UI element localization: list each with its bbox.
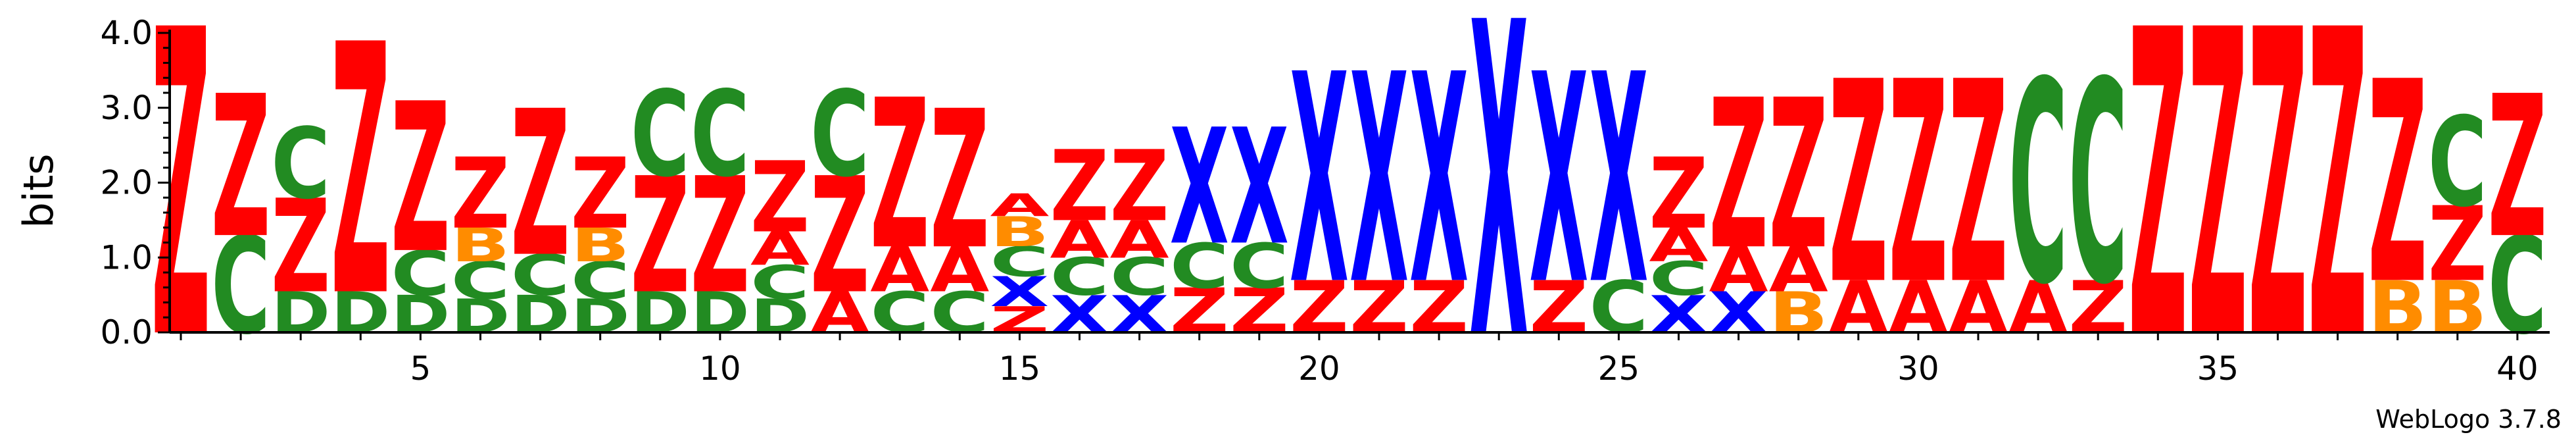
glyph-pos39-Z-1: Z (2428, 185, 2487, 305)
glyph-pos3-Z-1: Z (271, 172, 330, 322)
glyph-pos25-X-1: X (1589, 14, 1648, 348)
weblogo-credit: WebLogo 3.7.8 (2375, 405, 2562, 434)
y-axis-title: bits (14, 153, 62, 228)
y-tick-label: 4.0 (100, 14, 153, 52)
glyph-pos7-C-1: C (511, 243, 570, 309)
glyph-pos15-A-4: A (990, 188, 1050, 223)
glyph-pos20-X-1: X (1290, 14, 1349, 348)
glyph-pos8-B-2: B (571, 219, 630, 272)
glyph-pos27-A-1: A (1709, 234, 1768, 306)
glyph-pos32-C-1: C (2008, 24, 2068, 346)
glyph-pos38-Z-1: Z (2368, 24, 2427, 346)
glyph-pos15-B-3: B (990, 209, 1049, 257)
glyph-pos30-Z-1: Z (1889, 24, 1948, 346)
glyph-pos4-Z-1: Z (331, 0, 390, 373)
glyph-pos15-X-1: X (990, 269, 1049, 317)
glyph-pos6-Z-3: Z (451, 138, 510, 251)
glyph-pos3-C-2: C (271, 108, 330, 221)
glyph-pos16-A-2: A (1050, 211, 1109, 271)
y-tick-label: 2.0 (100, 164, 153, 202)
glyph-pos16-C-1: C (1050, 248, 1109, 307)
glyph-pos13-Z-2: Z (870, 57, 929, 296)
glyph-pos17-C-1: C (1110, 248, 1169, 307)
glyph-pos14-Z-2: Z (930, 71, 989, 292)
y-tick-label: 1.0 (100, 238, 153, 276)
glyph-pos15-C-2: C (990, 238, 1049, 286)
glyph-pos6-C-1: C (451, 251, 510, 311)
x-tick-label: 30 (1897, 349, 1939, 388)
x-tick-label: 10 (699, 349, 741, 388)
x-tick-label: 5 (410, 349, 431, 388)
glyph-pos2-Z-1: Z (211, 54, 270, 282)
glyph-pos39-C-2: C (2428, 91, 2487, 235)
glyph-pos11-C-1: C (750, 255, 810, 309)
glyph-pos34-Z-0: Z (2128, 0, 2187, 432)
glyph-pos37-Z-0: Z (2308, 0, 2368, 432)
glyph-pos9-C-2: C (631, 66, 690, 203)
y-tick-label: 0.0 (100, 313, 153, 351)
glyph-pos8-Z-3: Z (571, 138, 630, 251)
glyph-pos19-C-1: C (1230, 230, 1289, 302)
glyph-pos21-X-1: X (1349, 14, 1409, 348)
glyph-pos35-Z-0: Z (2188, 0, 2247, 432)
glyph-pos26-Z-3: Z (1649, 138, 1709, 251)
glyph-pos17-A-2: A (1110, 211, 1169, 271)
glyph-pos14-A-1: A (930, 234, 989, 306)
glyph-pos33-C-1: C (2068, 24, 2127, 346)
glyph-pos23-X-0: X (1469, 0, 1528, 435)
x-tick-label: 15 (999, 349, 1041, 388)
glyph-pos22-X-1: X (1409, 14, 1469, 348)
glyph-pos11-A-2: A (750, 222, 810, 276)
glyph-pos6-B-2: B (451, 219, 510, 272)
glyph-pos26-C-1: C (1649, 252, 1709, 306)
glyph-pos24-X-1: X (1529, 14, 1588, 348)
glyph-pos5-Z-2: Z (391, 61, 450, 299)
glyph-pos5-C-1: C (391, 238, 450, 309)
glyph-pos8-C-1: C (571, 251, 630, 311)
glyph-pos26-A-2: A (1649, 219, 1708, 272)
glyph-pos10-Z-1: Z (691, 145, 750, 330)
glyph-pos10-C-2: C (691, 66, 750, 203)
glyph-pos12-C-2: C (810, 66, 869, 203)
x-tick-label: 40 (2496, 349, 2539, 388)
glyph-pos16-Z-3: Z (1050, 130, 1109, 244)
y-tick-label: 3.0 (100, 89, 153, 127)
x-tick-label: 35 (2197, 349, 2239, 388)
x-tick-label: 25 (1598, 349, 1640, 388)
logo-axes: 0.0 1.0 2.0 3.0 4.0 5 10 15 20 25 30 35 40 (100, 14, 2550, 388)
glyph-pos17-Z-3: Z (1110, 130, 1169, 244)
glyph-pos1-Z-0: Z (151, 0, 210, 432)
glyph-pos7-Z-2: Z (511, 68, 570, 301)
glyph-pos31-Z-1: Z (1949, 24, 2008, 346)
glyph-pos40-Z-1: Z (2488, 54, 2547, 282)
glyph-pos12-Z-1: Z (810, 145, 869, 330)
x-tick-label: 20 (1298, 349, 1340, 388)
glyph-pos13-A-1: A (870, 234, 929, 306)
glyph-pos29-Z-1: Z (1829, 24, 1888, 346)
glyph-pos28-Z-2: Z (1769, 57, 1828, 296)
glyph-pos19-X-2: X (1230, 95, 1289, 280)
glyph-pos18-C-1: C (1170, 230, 1229, 302)
glyph-pos36-Z-0: Z (2248, 0, 2308, 432)
glyph-pos11-Z-3: Z (750, 142, 810, 255)
glyph-pos9-Z-1: Z (631, 145, 690, 330)
glyph-pos27-Z-2: Z (1709, 57, 1768, 296)
glyph-pos18-X-2: X (1170, 95, 1229, 280)
glyph-pos28-A-1: A (1769, 234, 1828, 306)
